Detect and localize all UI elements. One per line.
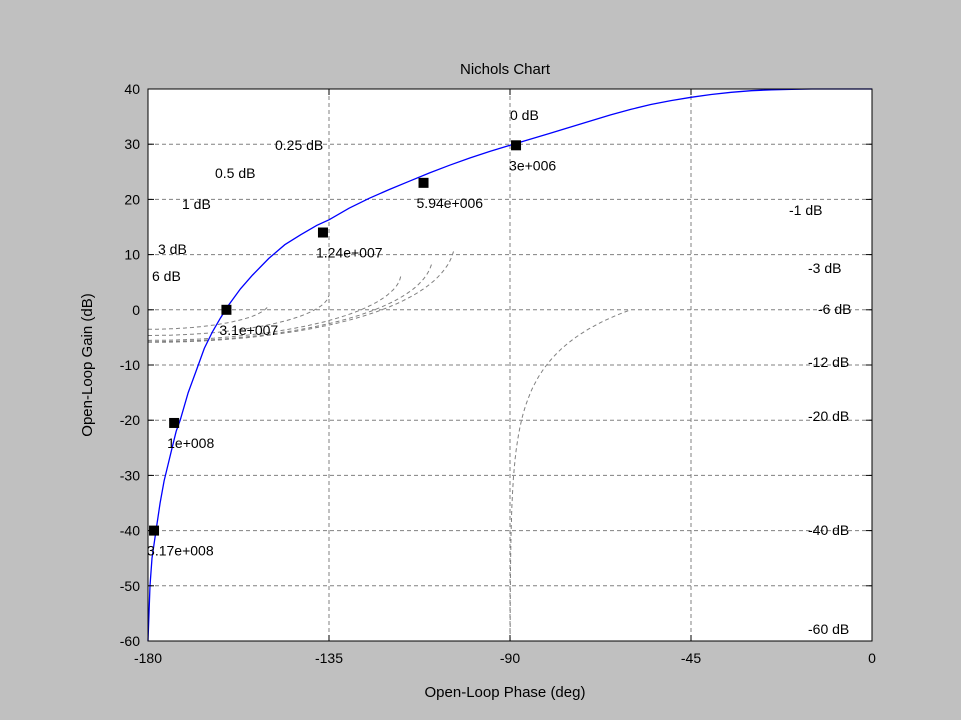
frequency-marker-4 [169,417,180,428]
grid-contour-2 [148,263,433,343]
frequency-label-2: 1.24e+007 [316,245,383,261]
grid-label-0: 0 dB [510,107,539,123]
y-tick-label-4: 0 [132,302,140,318]
grid-label-2: 0.5 dB [215,165,255,181]
grid-label-10: -20 dB [808,408,849,424]
chart-title: Nichols Chart [460,61,551,78]
series-group [147,88,872,642]
frequency-label-4: 1e+008 [167,435,214,451]
grid-contour-1 [148,250,455,343]
frequency-label-5: 3.17e+008 [147,543,214,559]
x-tick-label-3: -45 [681,650,701,666]
y-tick-label-9: -50 [120,578,140,594]
grid-label-3: 1 dB [182,196,211,212]
frequency-marker-0 [511,140,522,151]
frequency-label-0: 3e+006 [509,157,556,173]
grid-label-12: -60 dB [808,621,849,637]
y-tick-label-3: 10 [124,247,140,263]
y-tick-label-5: -10 [120,357,140,373]
frequency-marker-5 [149,525,160,536]
frequency-marker-3 [221,304,232,315]
marker-group: 3e+006 5.94e+006 1.24e+007 3.1e+007 1e+008 3.… [147,140,556,559]
frequency-label-1: 5.94e+006 [417,195,484,211]
nichols-grid [148,250,631,641]
grid-contour-0 [509,309,631,641]
tick-group: -180 -135 -90 -45 0 40 30 20 10 0 -10 -20 -30 -40 -50 -… [120,81,876,666]
frequency-label-3: 3.1e+007 [219,322,278,338]
cartesian-grid [148,89,872,641]
frequency-marker-2 [317,227,328,238]
x-tick-label-2: -90 [500,650,520,666]
grid-label-1: 0.25 dB [275,137,323,153]
x-tick-label-4: 0 [868,650,876,666]
grid-label-6: -1 dB [789,202,822,218]
series-line-0 [147,88,872,642]
y-axis-label: Open-Loop Gain (dB) [79,293,96,436]
grid-contour-3 [148,273,402,341]
grid-label-5: 6 dB [152,268,181,284]
grid-label-8: -6 dB [818,301,851,317]
y-tick-label-6: -20 [120,412,140,428]
y-tick-label-10: -60 [120,633,140,649]
grid-label-7: -3 dB [808,260,841,276]
y-tick-label-7: -30 [120,467,140,483]
grid-contour-5 [148,304,270,330]
y-tick-label-0: 40 [124,81,140,97]
y-tick-label-8: -40 [120,523,140,539]
x-tick-label-1: -135 [315,650,343,666]
grid-label-9: -12 dB [808,354,849,370]
frequency-marker-1 [418,177,429,188]
grid-label-11: -40 dB [808,522,849,538]
grid-label-4: 3 dB [158,241,187,257]
x-axis-label: Open-Loop Phase (deg) [425,684,586,701]
grid-contour-4 [148,295,330,336]
grid-label-group: 0 dB 0.25 dB 0.5 dB1 dB 3 dB 6 dB -1 dB -3 dB -… [152,107,851,637]
x-tick-label-0: -180 [134,650,162,666]
y-tick-label-1: 30 [124,136,140,152]
y-tick-label-2: 20 [124,191,140,207]
